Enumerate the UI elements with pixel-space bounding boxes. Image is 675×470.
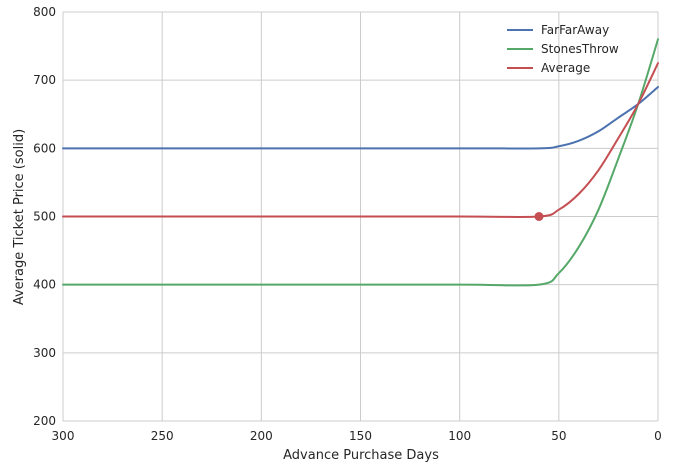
- y-tick-label: 800: [33, 5, 56, 19]
- x-tick-label: 200: [250, 429, 273, 443]
- markers: [534, 212, 544, 221]
- y-axis-label: Average Ticket Price (solid): [12, 129, 27, 305]
- x-tick-label: 100: [448, 429, 471, 443]
- y-tick-label: 400: [33, 278, 56, 292]
- y-tick-label: 600: [33, 141, 56, 155]
- legend-label: StonesThrow: [541, 42, 619, 56]
- x-tick-label: 150: [349, 429, 372, 443]
- series-line-stonesthrow: [62, 38, 659, 287]
- y-tick-label: 500: [33, 210, 56, 224]
- x-tick-labels: 300 250 200 150 100 50 0: [52, 429, 662, 443]
- legend: FarFarAway StonesThrow Average: [507, 23, 619, 75]
- series-lines: [62, 38, 659, 287]
- x-axis-label: Advance Purchase Days: [283, 448, 439, 463]
- legend-label: Average: [541, 61, 590, 75]
- x-tick-label: 0: [654, 429, 662, 443]
- y-tick-labels: 200 300 400 500 600 700 800: [33, 5, 56, 428]
- x-tick-label: 300: [52, 429, 75, 443]
- y-tick-label: 300: [33, 346, 56, 360]
- y-tick-label: 200: [33, 414, 56, 428]
- legend-label: FarFarAway: [541, 23, 609, 37]
- series-line-farfaraway: [62, 85, 659, 150]
- x-tick-label: 50: [551, 429, 566, 443]
- x-tick-label: 250: [151, 429, 174, 443]
- marker-point: [534, 212, 544, 221]
- y-tick-label: 700: [33, 73, 56, 87]
- series-line-average: [62, 62, 659, 219]
